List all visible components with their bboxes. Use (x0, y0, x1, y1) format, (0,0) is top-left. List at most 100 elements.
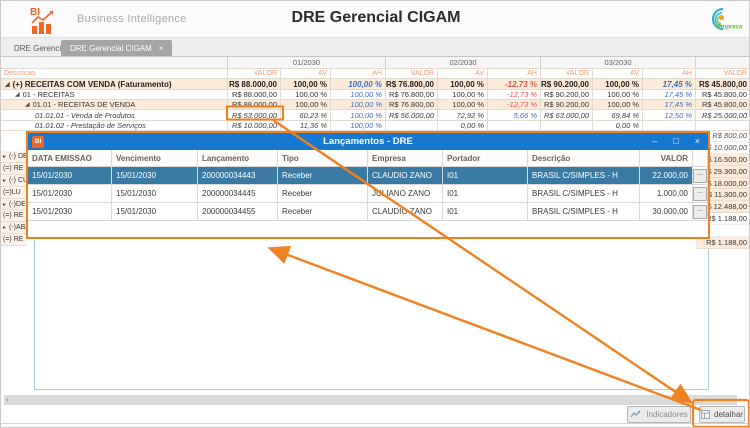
grid-cell: R$ 56.000,00 (386, 110, 438, 120)
grid-cell: R$ 90.200,00 (541, 79, 593, 89)
dialog-cell: 1.000,00 (640, 185, 693, 202)
tree-collapsed-icon[interactable]: ▸ (3, 153, 7, 160)
grid-month-group-2: 02/2030 (386, 57, 541, 68)
grid-cell: R$ 63.000,00 (541, 110, 593, 120)
grid-value-header: AH (331, 69, 386, 78)
grid-row-sliver[interactable]: (=) RE (1, 210, 27, 223)
dialog-cell: 15/01/2030 (112, 203, 198, 220)
dialog-cell: CLAUDIO ZANO (368, 203, 443, 220)
tab-dre-gerencial-cigam[interactable]: DRE Gerencial CIGAM × (61, 40, 173, 57)
dialog-cell: 200000034445 (198, 185, 278, 202)
indicadores-label: Indicadores (646, 410, 688, 419)
grid-row[interactable]: ◢ 01.01 - RECEITAS DE VENDA R$ 88.000,00 10… (1, 100, 749, 110)
detalhar-button[interactable]: detalhar (699, 406, 745, 423)
dialog-cell: BRASIL C/SIMPLES - H (528, 203, 640, 220)
grid-row-sliver[interactable]: ▸(-)DES (1, 198, 27, 211)
dialog-cell: 15/01/2030 (28, 185, 112, 202)
empresa-brand-text: Empresa (717, 25, 743, 31)
tree-expand-icon[interactable]: ◢ (15, 92, 20, 98)
dialog-header-row: DATA EMISSAO Vencimento Lançamento Tipo Empr… (28, 150, 708, 167)
grid-cell (488, 121, 541, 130)
dialog-row[interactable]: 15/01/2030 15/01/2030 200000034443 Receber C… (28, 167, 708, 185)
tree-collapsed-icon[interactable]: ▸ (3, 225, 7, 232)
grid-cell: R$ 88.000,00 (228, 90, 281, 99)
minimize-icon[interactable]: – (652, 136, 658, 146)
tab-label: DRE Gerencial CIGAM (70, 44, 152, 53)
empresa-brand-icon: Empresa (711, 7, 743, 31)
grid-cell: 60,23 % (281, 110, 331, 120)
grid-row-sliver[interactable]: ▸ (-) DE (1, 151, 27, 163)
row-menu-button[interactable]: ... (693, 168, 707, 183)
row-menu-button[interactable]: ... (693, 186, 707, 201)
grid-cell: 17,45 % (643, 90, 696, 99)
bi-badge-icon: BI (32, 135, 44, 148)
grid-value-header: VALOR (228, 69, 281, 78)
dialog-cell-menu: ... (693, 203, 708, 220)
scroll-right-icon[interactable]: › (739, 395, 742, 404)
grid-row[interactable]: 01.01.01 - Venda de Produtos R$ 53.000,00… (1, 110, 749, 121)
grid-row-description: ◢ (+) RECEITAS COM VENDA (Faturamento) (1, 79, 228, 89)
maximize-icon[interactable]: □ (673, 136, 679, 146)
tree-collapsed-icon[interactable]: ▸ (3, 177, 7, 184)
tree-expand-icon[interactable]: ◢ (5, 81, 10, 88)
grid-month-group-3: 03/2030 (541, 57, 696, 68)
indicadores-button[interactable]: Indicadores (627, 406, 691, 423)
grid-row-description: 01.01.01 - Venda de Produtos (1, 110, 228, 120)
dre-grid: 01/2030 02/2030 03/2030 Descricao VALOR AV AH V… (1, 56, 749, 131)
dialog-row[interactable]: 15/01/2030 15/01/2030 200000034455 Receber C… (28, 203, 708, 221)
dialog-column-header: DATA EMISSAO (28, 150, 112, 166)
grid-value-header: AH (488, 69, 541, 78)
grid-cell: 100,00 % (331, 90, 386, 99)
grid-cell[interactable]: R$ 53.000,00 (228, 110, 281, 120)
tree-expand-icon[interactable]: ◢ (25, 102, 30, 108)
close-tab-icon[interactable]: × (158, 44, 164, 53)
dialog-column-header: Portador (443, 150, 528, 166)
grid-row-sliver[interactable]: (=)LU (1, 186, 27, 199)
grid-row[interactable]: ◢ (+) RECEITAS COM VENDA (Faturamento) R$ … (1, 79, 749, 90)
dialog-cell: BRASIL C/SIMPLES - H (528, 167, 640, 184)
grid-border-right (708, 240, 709, 390)
grid-cell: R$ 45.800,00 (696, 100, 749, 109)
dialog-titlebar[interactable]: BI Lançamentos - DRE – □ × (28, 133, 708, 150)
scroll-left-icon[interactable]: ‹ (6, 395, 9, 404)
dialog-cell: I01 (443, 185, 528, 202)
grid-cell: R$ 25.000,00 (696, 110, 749, 120)
dialog-cell: 15/01/2030 (28, 203, 112, 220)
dialog-row[interactable]: 15/01/2030 15/01/2030 200000034445 Receber J… (28, 185, 708, 203)
lancamentos-dialog: BI Lançamentos - DRE – □ × DATA EMISSAO V… (26, 131, 710, 239)
grid-cell: R$ 90.200,00 (541, 90, 593, 99)
dialog-cell: 200000034455 (198, 203, 278, 220)
grid-cell: 100,00 % (593, 79, 643, 89)
tree-collapsed-icon[interactable]: ▸ (3, 201, 7, 208)
bi-logo-icon: BI (30, 7, 54, 34)
grid-cell: 100,00 % (281, 79, 331, 89)
row-menu-button[interactable]: ... (693, 204, 707, 219)
dialog-cell: Receber (278, 203, 368, 220)
grid-row-sliver[interactable]: (=) RE (1, 234, 27, 247)
dialog-column-header-menu (693, 150, 708, 166)
grid-cell: R$ 88.000,00 (228, 100, 281, 109)
grid-month-group-4 (696, 57, 749, 68)
grid-row[interactable]: ◢ 01 - RECEITAS R$ 88.000,00 100,00 % 100,00… (1, 90, 749, 100)
grid-cell: -12,73 % (488, 100, 541, 109)
dialog-cell-menu: ... (693, 167, 708, 184)
grid-row-sliver[interactable]: ▸ (-) CU (1, 174, 27, 187)
grid-row-sliver[interactable]: (=) RE (1, 162, 27, 175)
dialog-cell: BRASIL C/SIMPLES - H (528, 185, 640, 202)
grid-cell: -12,73 % (488, 90, 541, 99)
close-icon[interactable]: × (694, 136, 700, 146)
detail-grid-icon (701, 410, 711, 419)
grid-row[interactable]: 01.01.02 - Prestação de Serviços R$ 10.00… (1, 121, 749, 131)
dialog-cell: I01 (443, 167, 528, 184)
horizontal-scrollbar[interactable]: ‹ (4, 395, 737, 405)
dialog-column-header: Vencimento (112, 150, 198, 166)
dialog-column-header: Lançamento (198, 150, 278, 166)
status-bar: Indicadores detalhar (1, 405, 749, 424)
grid-value-header: AV (438, 69, 488, 78)
dialog-cell: 15/01/2030 (112, 167, 198, 184)
tab-dre-gerencial[interactable]: DRE Gerencial (5, 40, 76, 57)
grid-cell: 100,00 % (438, 79, 488, 89)
grid-cell: 100,00 % (438, 90, 488, 99)
grid-row-sliver[interactable]: ▸(-)ABA (1, 222, 27, 235)
grid-value-header: VALOR (541, 69, 593, 78)
